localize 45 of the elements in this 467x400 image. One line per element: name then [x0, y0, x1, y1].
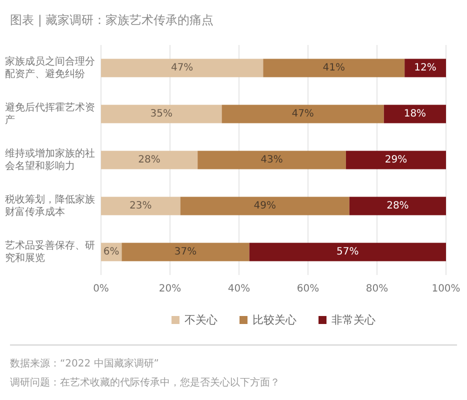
bar: [384, 104, 446, 124]
data-label: 6%: [103, 246, 120, 258]
x-tick-label: 20%: [158, 284, 182, 294]
data-label: 12%: [414, 62, 436, 74]
data-label: 28%: [138, 154, 160, 166]
data-label: 47%: [292, 108, 314, 120]
bar: [346, 150, 446, 170]
data-label: 57%: [336, 246, 359, 258]
data-label: 47%: [170, 62, 194, 74]
x-tick-label: 40%: [228, 284, 250, 294]
data-label: 28%: [386, 200, 409, 212]
bar: [180, 196, 350, 216]
data-label: 41%: [322, 62, 345, 74]
x-tick-label: 0%: [93, 284, 109, 294]
y-tick-label: 税收筹划，降低家族财富传承成本: [5, 193, 95, 218]
bar: [198, 150, 346, 170]
data-label: 49%: [254, 200, 276, 212]
x-tick-label: 80%: [366, 284, 388, 294]
x-tick-label: 100%: [432, 284, 460, 294]
data-label: 29%: [384, 154, 408, 166]
y-tick-label: 维持或增加家族的社会名望和影响力: [5, 147, 95, 172]
data-label: 18%: [404, 108, 426, 120]
bar: [249, 242, 446, 262]
data-label: 37%: [174, 246, 197, 258]
legend-label: 比较关心: [252, 314, 296, 326]
bar: [101, 196, 180, 216]
legend-label: 不关心: [184, 314, 218, 326]
bar: [222, 104, 384, 124]
bar: [263, 58, 405, 78]
data-label: 43%: [260, 154, 283, 166]
y-tick-label: 避免后代挥霍艺术资产: [5, 101, 95, 126]
y-tick-label: 家族成员之间合理分配资产、避免纠纷: [5, 55, 95, 80]
y-tick-label: 艺术品妥善保存、研究和展览: [5, 239, 95, 264]
chart-title: 图表 | 藏家调研：家族艺术传承的痛点: [10, 13, 214, 27]
data-label: 23%: [130, 200, 152, 212]
bar: [101, 58, 264, 78]
bar: [122, 242, 250, 262]
text: 调研问题：在艺术收藏的代际传承中，您是否关心以下方面？: [10, 376, 280, 388]
legend-label: 非常关心: [332, 314, 376, 326]
bar: [101, 150, 198, 170]
x-tick-label: 60%: [296, 284, 320, 294]
bar: [101, 104, 222, 124]
source-note: 数据来源：“2022 中国藏家调研”: [10, 358, 159, 370]
data-label: 35%: [150, 108, 172, 120]
bar: [349, 196, 446, 216]
